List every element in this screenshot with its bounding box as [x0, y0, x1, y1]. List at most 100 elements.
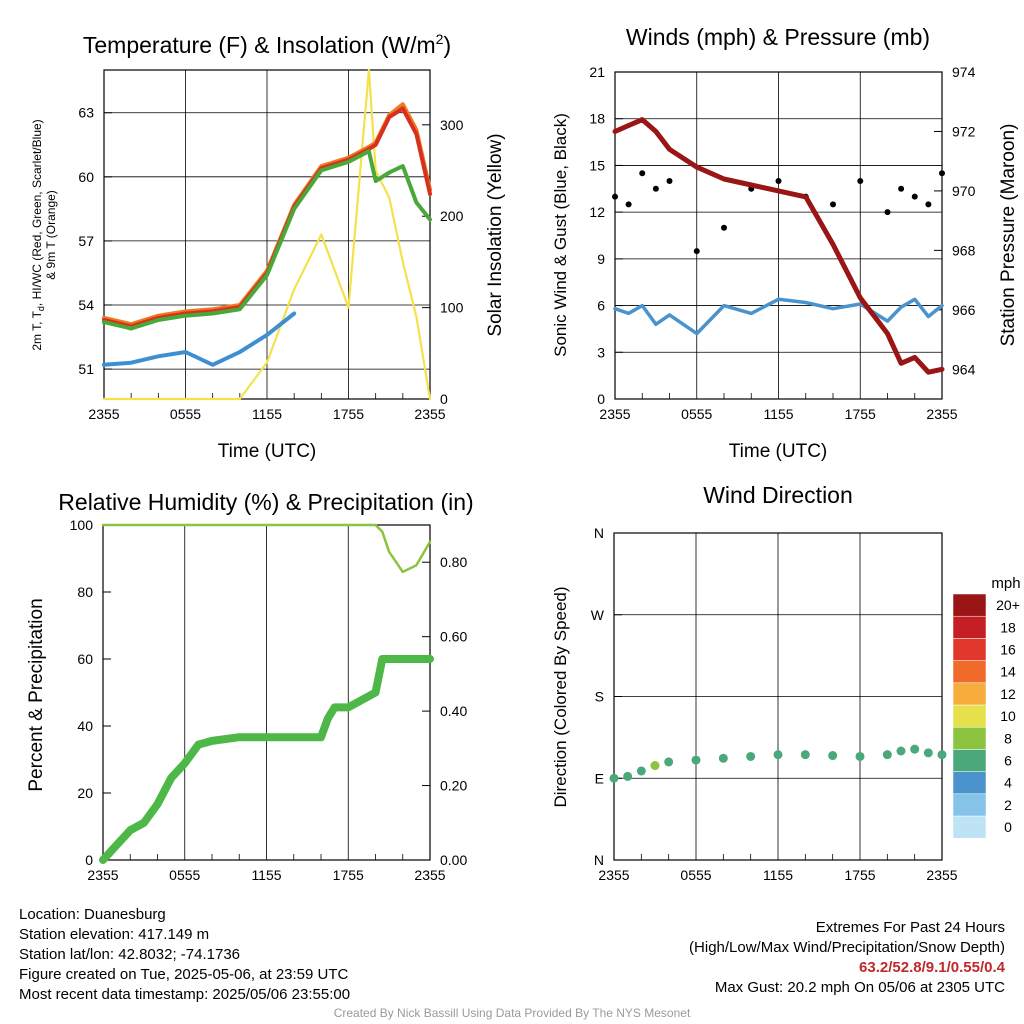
direction-point [718, 753, 728, 763]
x-tick-label: 1755 [844, 867, 875, 883]
legend-label: 10 [1000, 708, 1016, 724]
x-tick-label: 1755 [845, 406, 876, 422]
y2-tick-label: 964 [952, 361, 976, 377]
station-latlon: Station lat/lon: 42.8032; -74.1736 [19, 946, 241, 963]
gust-point [693, 248, 700, 255]
direction-point [855, 751, 865, 761]
direction-point [828, 751, 838, 761]
humidity-x-ticks: 2355 0555 1155 1755 2355 [87, 867, 445, 883]
legend-label: 18 [1000, 619, 1016, 635]
temperature-panel-title: Temperature (F) & Insolation (W/m2) [83, 31, 451, 58]
y-tick-label: 3 [597, 344, 605, 360]
legend-label: 20+ [996, 597, 1020, 613]
gust-point [612, 193, 618, 200]
y-tick-label: 20 [77, 785, 93, 801]
wind-panel-title: Winds (mph) & Pressure (mb) [626, 24, 930, 50]
legend-label: 4 [1004, 775, 1012, 791]
y-tick-label: 0 [597, 391, 605, 407]
legend-label: 6 [1004, 753, 1012, 769]
dewpoint_blue-line [102, 311, 297, 367]
x-tick-label: 2355 [598, 867, 629, 883]
temperature-x-axis-label: Time (UTC) [218, 441, 317, 462]
direction-point [691, 755, 701, 765]
direction-point [923, 748, 933, 758]
pressure-right-ticks: 964 966 968 970 972 974 [952, 64, 976, 377]
gust-point [911, 193, 918, 200]
humidity-left-axis-label: Percent & Precipitation [26, 598, 47, 791]
y2-tick-label: 972 [952, 123, 976, 139]
humidity-line [101, 523, 432, 574]
y2-tick-label: 970 [952, 183, 976, 199]
x-tick-label: 2355 [926, 867, 957, 883]
y2-tick-label: 300 [440, 117, 464, 133]
y2-tick-label: 200 [440, 208, 464, 224]
figure-created: Figure created on Tue, 2025-05-06, at 23… [19, 966, 349, 983]
x-tick-label: 0555 [170, 406, 201, 422]
insolation-right-ticks: 0 100 200 300 [440, 117, 464, 407]
humidity-left-ticks: 0 20 40 60 80 100 [70, 517, 94, 868]
temperature-left-ticks: 51 54 57 60 63 [78, 105, 94, 377]
x-tick-label: 1155 [251, 867, 281, 883]
humidity-panel: Relative Humidity (%) & Precipitation (i… [26, 489, 474, 883]
x-tick-label: 2355 [926, 406, 957, 422]
gust-point [652, 185, 659, 192]
direction-point [910, 744, 920, 754]
direction-grid [613, 532, 943, 861]
legend-swatch [952, 638, 987, 661]
speed-legend: 0 2 4 6 8 10 12 14 16 18 20+ [952, 593, 1020, 839]
y-tick-label: 15 [589, 157, 605, 173]
y-tick-label: N [594, 525, 604, 541]
y-tick-label: 60 [77, 651, 93, 667]
insolation-right-axis-label: Solar Insolation (Yellow) [485, 133, 506, 336]
station-location: Location: Duanesburg [19, 906, 166, 923]
gust-point [666, 178, 673, 184]
temperature-series [102, 68, 432, 401]
legend-swatch [952, 793, 987, 817]
legend-label: 0 [1004, 819, 1012, 835]
direction-point [800, 750, 810, 760]
direction-point [609, 773, 619, 783]
y-tick-label: 21 [589, 64, 605, 80]
temperature-x-ticks: 2355 0555 1155 1755 2355 [88, 406, 445, 422]
extremes-subtitle: (High/Low/Max Wind/Precipitation/Snow De… [689, 939, 1005, 956]
extremes-values: 63.2/52.8/9.1/0.55/0.4 [859, 959, 1005, 976]
x-tick-label: 1155 [763, 406, 793, 422]
legend-swatch [952, 682, 987, 706]
x-tick-label: 1755 [333, 867, 364, 883]
y-tick-label: E [595, 770, 604, 786]
direction-panel-title: Wind Direction [703, 482, 853, 508]
wind-x-ticks: 2355 0555 1155 1755 2355 [599, 406, 957, 422]
x-tick-label: 2355 [414, 406, 445, 422]
direction-left-ticks: N E S W N [591, 525, 605, 868]
legend-swatch [952, 704, 987, 728]
extremes-box: Extremes For Past 24 Hours (High/Low/Max… [689, 918, 1005, 998]
gust-point [857, 178, 864, 184]
y-tick-label: N [594, 852, 604, 868]
temperature-panel: Temperature (F) & Insolation (W/m2) 51 54… [30, 31, 506, 462]
gust-point [884, 209, 891, 216]
gust-point [639, 170, 646, 177]
x-tick-label: 0555 [680, 867, 711, 883]
legend-swatch [952, 726, 987, 750]
y-tick-label: 18 [589, 111, 605, 127]
y-tick-label: W [591, 607, 605, 623]
legend-swatch [952, 593, 987, 617]
precip-line [99, 655, 434, 864]
station-elevation: Station elevation: 417.149 m [19, 926, 210, 943]
y2-tick-label: 0 [440, 391, 448, 407]
recent-timestamp: Most recent data timestamp: 2025/05/06 2… [19, 986, 351, 1003]
wind-panel: Winds (mph) & Pressure (mb) 0 3 6 9 12 15 18 21… [551, 24, 1019, 462]
wind-plot-frame [614, 71, 943, 400]
y-tick-label: 0 [85, 852, 93, 868]
direction-point [650, 761, 660, 771]
legend-label: 12 [1000, 686, 1016, 702]
wind-x-axis-label: Time (UTC) [729, 441, 828, 462]
gust-point [830, 201, 836, 208]
y2-tick-label: 966 [952, 302, 976, 318]
humidity-series [99, 523, 434, 864]
x-tick-label: 2355 [599, 406, 630, 422]
direction-point [664, 757, 674, 767]
legend-swatch [952, 615, 987, 639]
wind-left-ticks: 0 3 6 9 12 15 18 21 [589, 64, 605, 407]
direction-series [609, 744, 947, 783]
